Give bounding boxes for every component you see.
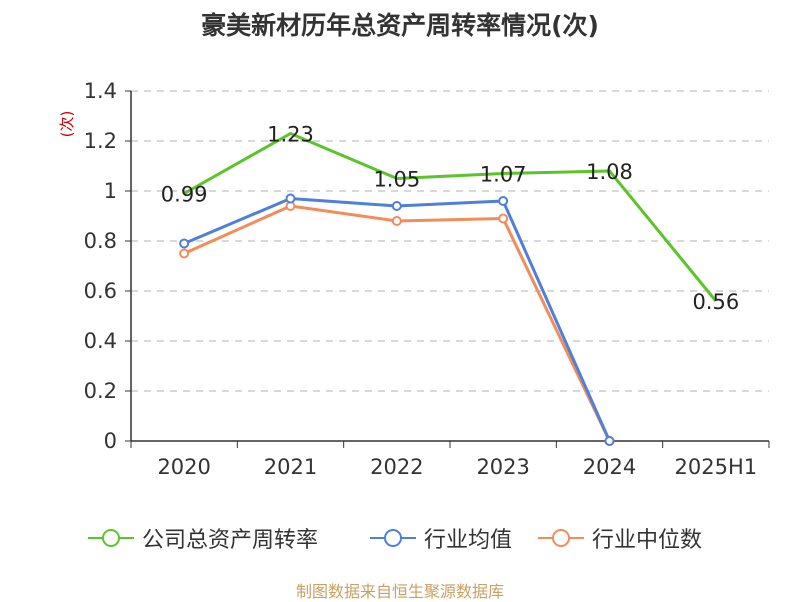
legend-item-industry-median[interactable]: 行业中位数 <box>538 518 702 558</box>
line-chart: 0 0.2 0.4 0.6 0.8 1 1.2 1.4 2020 2021 2022 2023 2024… <box>58 79 770 479</box>
data-label: 1.07 <box>480 163 527 187</box>
data-point <box>179 238 190 249</box>
y-axis-label: (次) <box>58 111 76 138</box>
source-note: 制图数据来自恒生聚源数据库 <box>295 582 504 601</box>
data-point <box>391 216 402 226</box>
grid-lines <box>131 90 769 392</box>
x-tick-label: 2023 <box>476 455 529 479</box>
x-tick-label: 2025H1 <box>675 455 758 479</box>
data-point <box>391 201 402 211</box>
y-tick-label: 0.8 <box>84 229 117 253</box>
series-line <box>183 197 611 442</box>
x-tick-label: 2024 <box>583 455 636 479</box>
chart-title: 豪美新材历年总资产周转率情况(次) <box>201 11 599 40</box>
data-label: 1.08 <box>586 160 633 184</box>
data-labels: 0.99 1.23 1.05 1.07 1.08 0.56 <box>161 123 739 315</box>
y-tick-label: 0.6 <box>84 279 117 303</box>
data-label: 1.05 <box>373 168 420 192</box>
legend-label: 行业中位数 <box>592 528 703 553</box>
data-label: 1.23 <box>267 123 314 147</box>
data-point <box>285 193 296 204</box>
y-tick-label: 1.4 <box>84 79 117 103</box>
legend-label: 行业均值 <box>424 528 513 553</box>
x-tick-label: 2021 <box>264 455 317 479</box>
x-tick-label: 2020 <box>157 455 210 479</box>
y-tick-label: 1.2 <box>84 129 117 153</box>
data-label: 0.99 <box>161 183 208 207</box>
legend-marker-icon <box>88 529 134 547</box>
data-point <box>498 196 509 206</box>
data-label: 0.56 <box>692 290 739 314</box>
y-tick-label: 0 <box>104 429 117 453</box>
series-line <box>183 132 717 302</box>
data-point <box>604 436 615 446</box>
data-point <box>498 213 509 224</box>
legend-marker-icon <box>370 529 416 547</box>
legend-item-industry-average[interactable]: 行业均值 <box>370 518 512 558</box>
legend-marker-icon <box>538 529 584 547</box>
axes: 0 0.2 0.4 0.6 0.8 1 1.2 1.4 2020 2021 2022 2023 2024… <box>58 79 770 479</box>
legend-label: 公司总资产周转率 <box>142 528 319 553</box>
series-layer <box>179 132 717 446</box>
legend-item-company[interactable]: 公司总资产周转率 <box>88 518 318 558</box>
y-tick-label: 0.2 <box>84 379 117 403</box>
legend: 公司总资产周转率 行业均值 行业中位数 <box>0 518 800 558</box>
y-tick-label: 1 <box>104 179 117 203</box>
y-tick-label: 0.4 <box>84 329 117 353</box>
data-point <box>179 248 190 259</box>
x-tick-label: 2022 <box>370 455 423 479</box>
